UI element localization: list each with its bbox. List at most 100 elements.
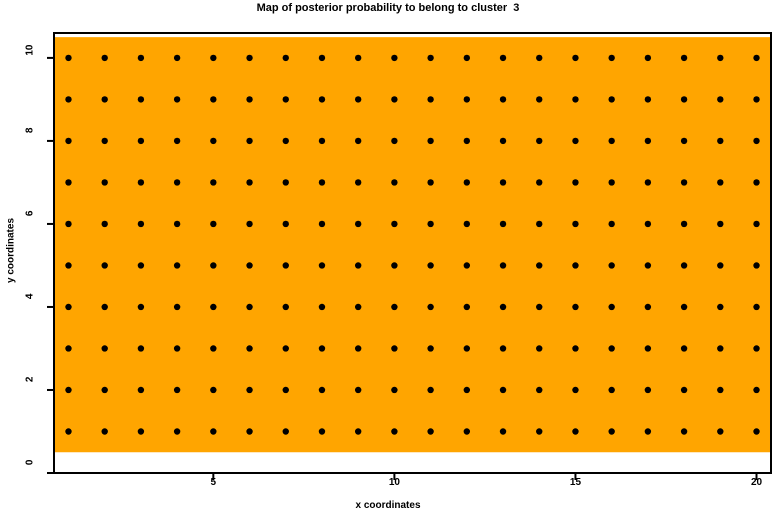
data-point [499,428,507,435]
data-point [391,428,398,435]
data-point [536,386,543,394]
data-point [572,345,579,352]
data-point [753,345,760,352]
data-point [572,137,579,145]
data-point [101,137,108,145]
data-point [680,303,688,311]
data-point [246,303,253,311]
data-point [463,386,471,394]
data-point [572,54,579,62]
data-point [680,137,688,145]
data-point [210,303,217,311]
data-point [644,137,652,145]
data-point [499,262,507,269]
data-point [463,428,471,435]
data-point [246,386,253,394]
data-point [173,386,181,394]
data-point [137,386,145,394]
x-tick-label: 10 [388,477,400,488]
x-tick-label: 5 [210,477,217,488]
data-point [427,262,434,269]
data-points-layer [65,54,760,435]
data-point [644,262,652,269]
data-point [536,262,543,269]
data-point [101,428,108,435]
data-point [608,345,615,352]
data-point [717,303,724,311]
data-point [391,137,398,145]
data-point [753,220,760,228]
data-point [354,303,362,311]
data-point [282,386,289,394]
data-point [210,428,217,435]
data-point [354,262,362,269]
data-point [536,428,543,435]
data-point [282,137,289,145]
y-tick-label: 4 [24,293,36,300]
data-point [644,179,652,186]
data-point [536,96,543,103]
data-point [536,303,543,311]
data-point [717,262,724,269]
data-point [173,303,181,311]
data-point [463,262,471,269]
data-point [65,386,72,394]
data-point [753,96,760,103]
data-point [680,345,688,352]
data-point [680,428,688,435]
data-point [282,303,289,311]
data-point [210,262,217,269]
data-point [282,54,289,62]
data-point [427,96,434,103]
data-point [391,303,398,311]
data-point [680,220,688,228]
data-point [354,179,362,186]
data-point [463,96,471,103]
data-point [644,303,652,311]
data-point [499,345,507,352]
data-point [463,137,471,145]
data-point [391,386,398,394]
data-point [246,179,253,186]
data-point [210,345,217,352]
data-point [391,262,398,269]
data-point [354,137,362,145]
plot-box-border [53,32,772,474]
x-tick-label: 20 [750,477,763,488]
data-point [753,137,760,145]
data-point [173,262,181,269]
data-point [717,137,724,145]
data-point [608,386,615,394]
data-point [318,303,326,311]
data-point [680,262,688,269]
data-point [717,428,724,435]
data-point [717,179,724,186]
data-point [210,96,217,103]
data-point [65,220,72,228]
data-point [427,54,434,62]
data-point [608,303,615,311]
data-point [318,137,326,145]
data-point [499,96,507,103]
data-point [536,179,543,186]
data-point [210,220,217,228]
data-point [572,428,579,435]
data-point [499,137,507,145]
data-point [680,96,688,103]
data-point [391,345,398,352]
data-point [463,179,471,186]
data-point [173,96,181,103]
data-point [572,386,579,394]
data-point [427,345,434,352]
data-point [173,428,181,435]
data-point [354,428,362,435]
data-point [572,96,579,103]
data-point [753,303,760,311]
data-point [463,345,471,352]
x-axis-label: x coordinates [355,500,421,511]
data-point [427,428,434,435]
data-point [246,54,253,62]
data-point [137,262,145,269]
data-point [391,179,398,186]
data-point [391,96,398,103]
